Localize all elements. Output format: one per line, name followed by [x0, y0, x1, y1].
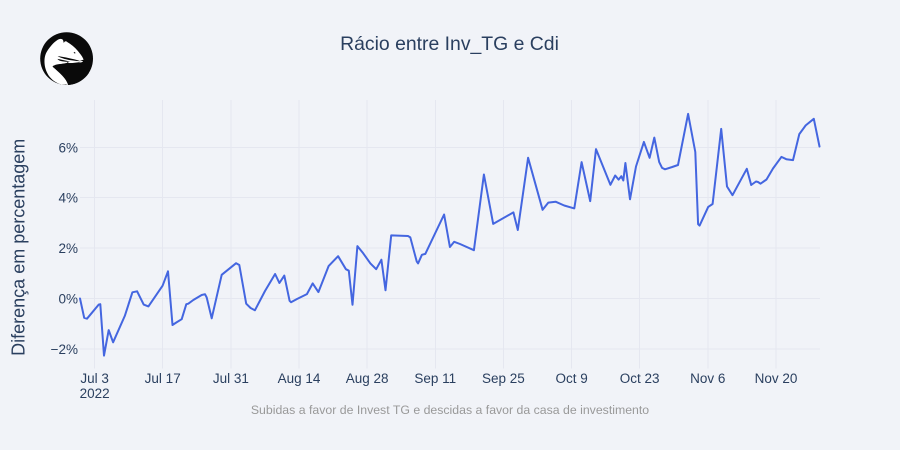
svg-text:Sep 25: Sep 25: [482, 371, 525, 386]
svg-text:Diferença em percentagem: Diferença em percentagem: [9, 139, 29, 356]
svg-text:6%: 6%: [58, 140, 78, 155]
svg-text:Aug 14: Aug 14: [278, 371, 321, 386]
svg-text:Aug 28: Aug 28: [346, 371, 389, 386]
svg-text:Oct 9: Oct 9: [555, 371, 587, 386]
svg-text:2022: 2022: [80, 386, 110, 401]
svg-text:Nov 20: Nov 20: [755, 371, 798, 386]
svg-text:Jul 31: Jul 31: [213, 371, 249, 386]
svg-text:4%: 4%: [58, 191, 78, 206]
svg-text:Rácio entre Inv_TG e Cdi: Rácio entre Inv_TG e Cdi: [340, 33, 559, 55]
svg-text:Nov 6: Nov 6: [690, 371, 725, 386]
svg-text:Subidas a favor de Invest TG e: Subidas a favor de Invest TG e descidas …: [251, 403, 649, 417]
svg-text:0%: 0%: [58, 292, 78, 307]
svg-text:−2%: −2%: [51, 342, 78, 357]
svg-text:Jul 3: Jul 3: [80, 371, 109, 386]
svg-text:Sep 11: Sep 11: [414, 371, 456, 386]
svg-text:2%: 2%: [58, 241, 78, 256]
svg-text:Jul 17: Jul 17: [145, 371, 181, 386]
svg-text:Oct 23: Oct 23: [620, 371, 660, 386]
